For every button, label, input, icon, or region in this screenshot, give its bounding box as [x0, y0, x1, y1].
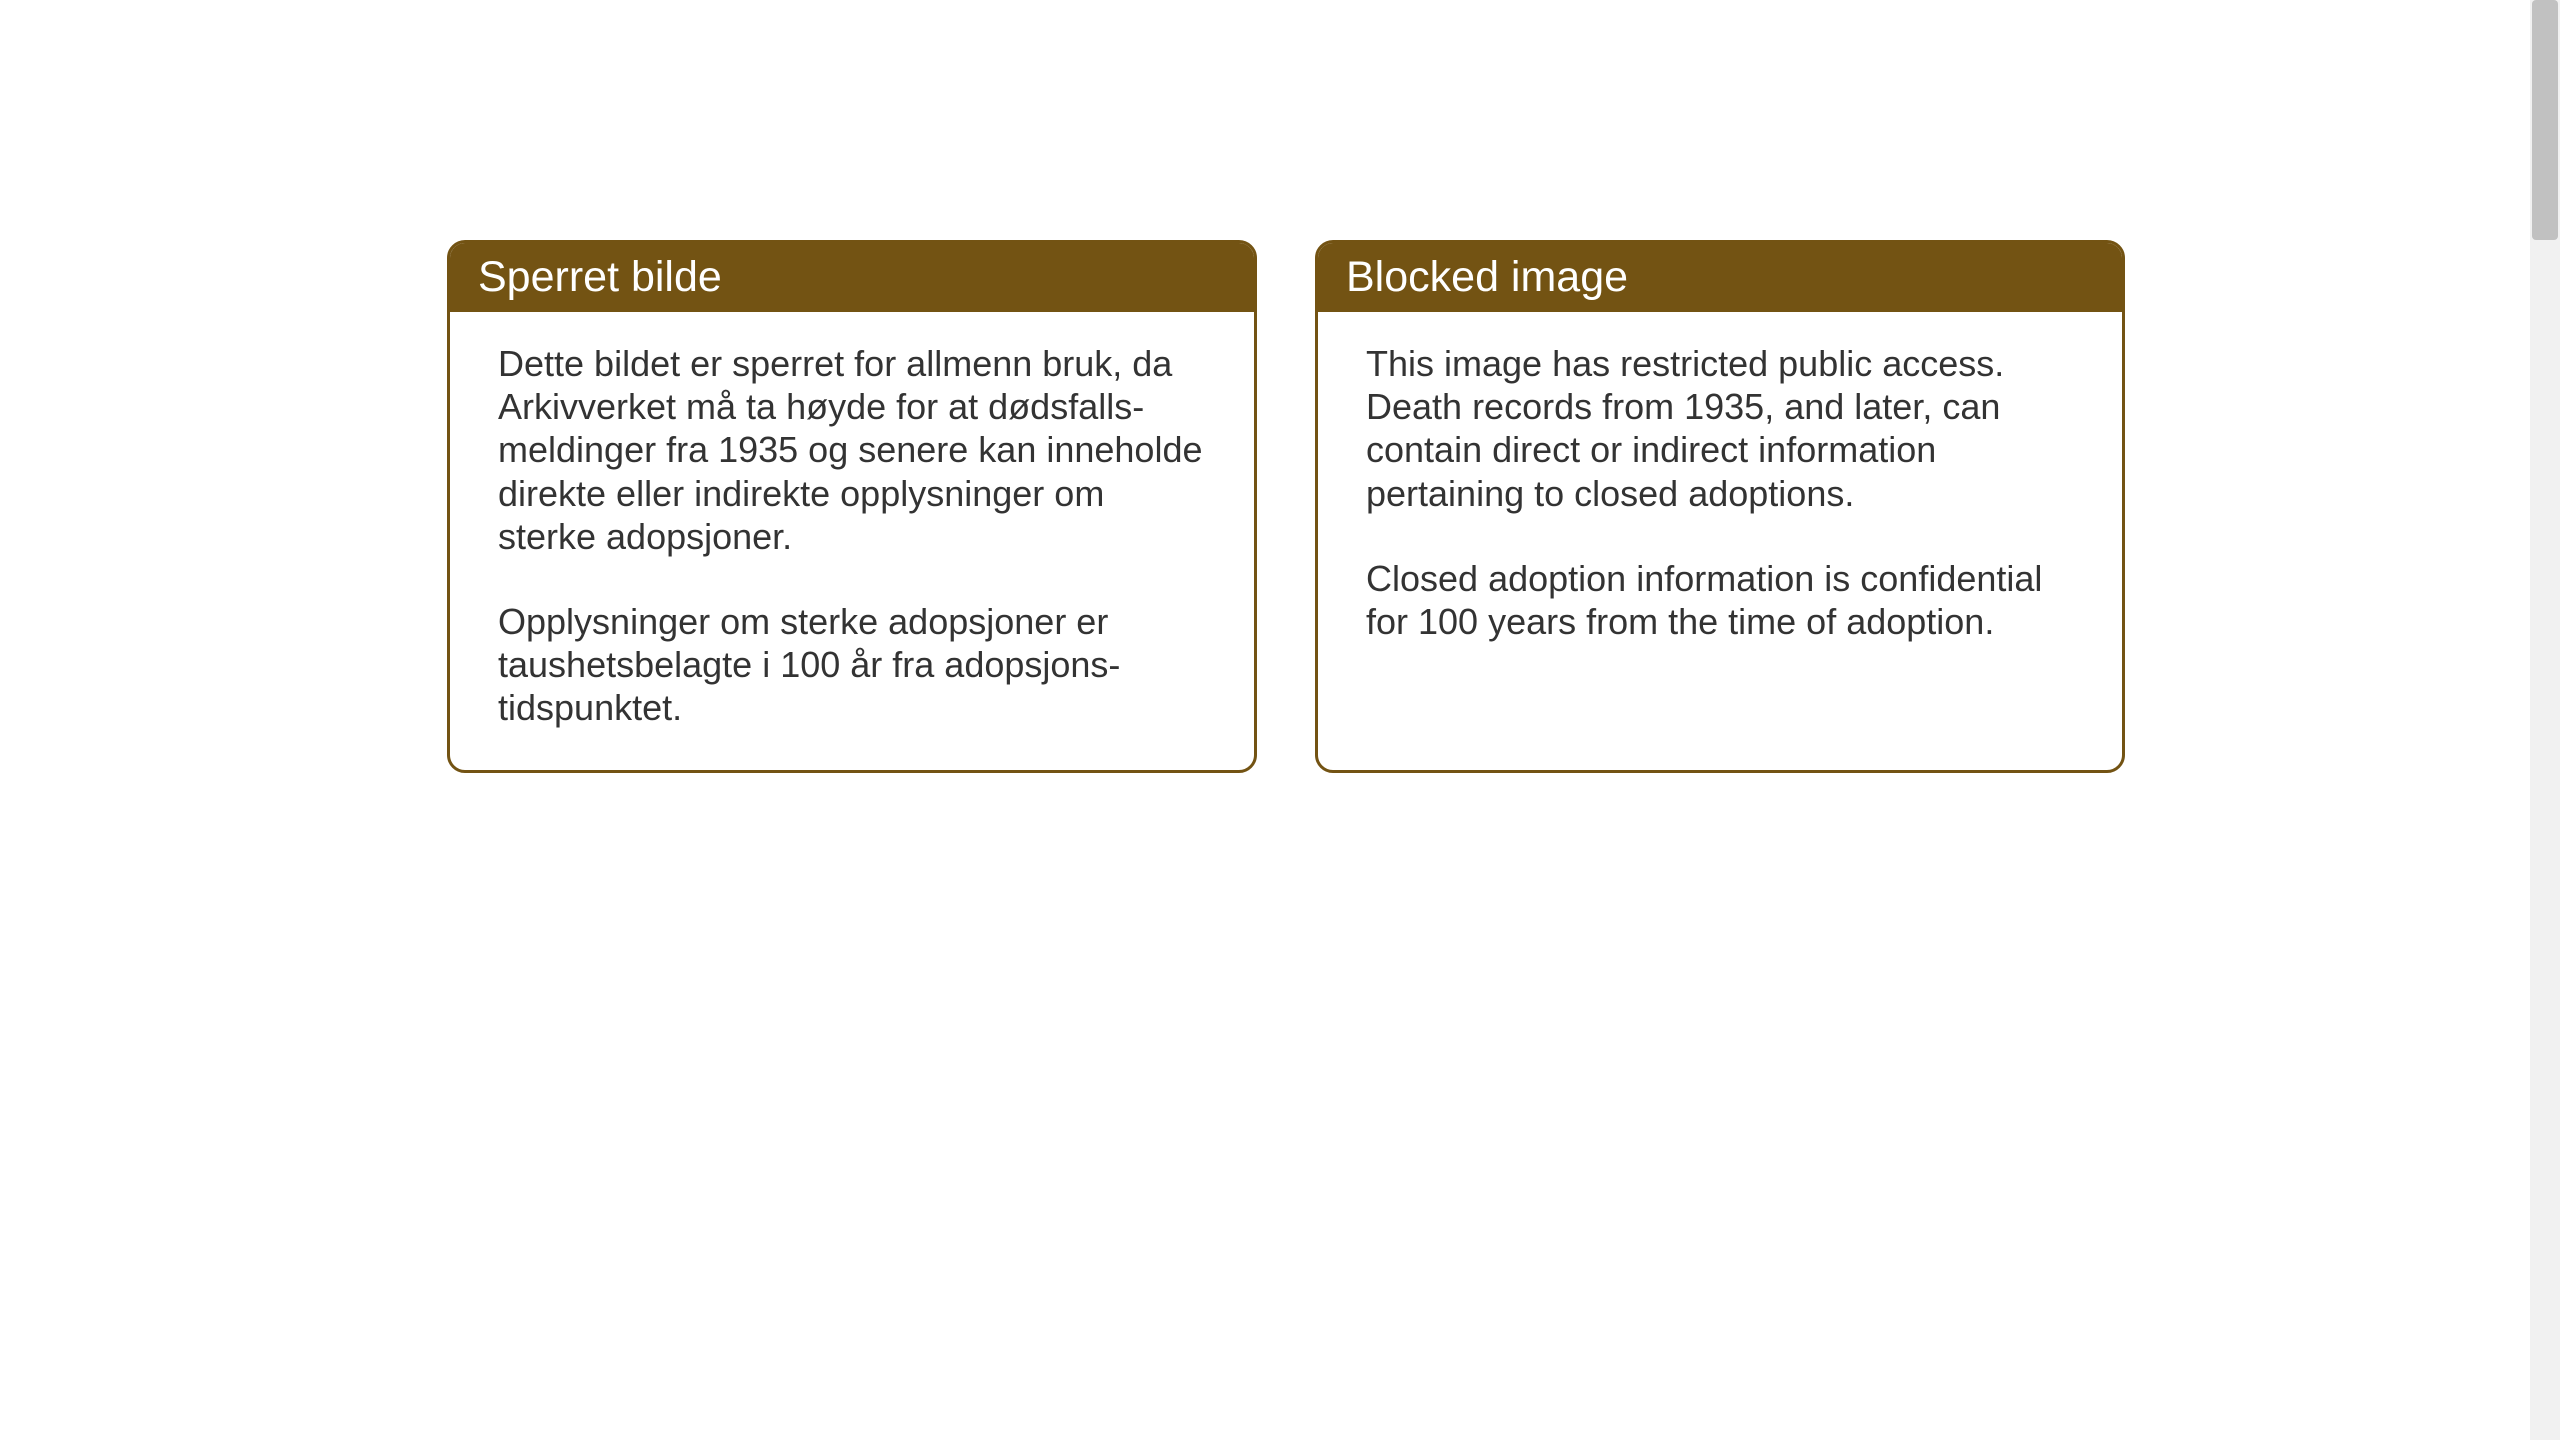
- norwegian-card-body: Dette bildet er sperret for allmenn bruk…: [450, 312, 1254, 770]
- vertical-scrollbar[interactable]: [2530, 0, 2560, 1440]
- notice-container: Sperret bilde Dette bildet er sperret fo…: [447, 240, 2125, 773]
- norwegian-paragraph-2: Opplysninger om sterke adopsjoner er tau…: [498, 600, 1206, 730]
- english-card-title: Blocked image: [1318, 243, 2122, 312]
- english-paragraph-2: Closed adoption information is confident…: [1366, 557, 2074, 643]
- english-notice-card: Blocked image This image has restricted …: [1315, 240, 2125, 773]
- norwegian-notice-card: Sperret bilde Dette bildet er sperret fo…: [447, 240, 1257, 773]
- norwegian-paragraph-1: Dette bildet er sperret for allmenn bruk…: [498, 342, 1206, 558]
- english-paragraph-1: This image has restricted public access.…: [1366, 342, 2074, 515]
- english-card-body: This image has restricted public access.…: [1318, 312, 2122, 744]
- scrollbar-thumb[interactable]: [2532, 0, 2558, 240]
- norwegian-card-title: Sperret bilde: [450, 243, 1254, 312]
